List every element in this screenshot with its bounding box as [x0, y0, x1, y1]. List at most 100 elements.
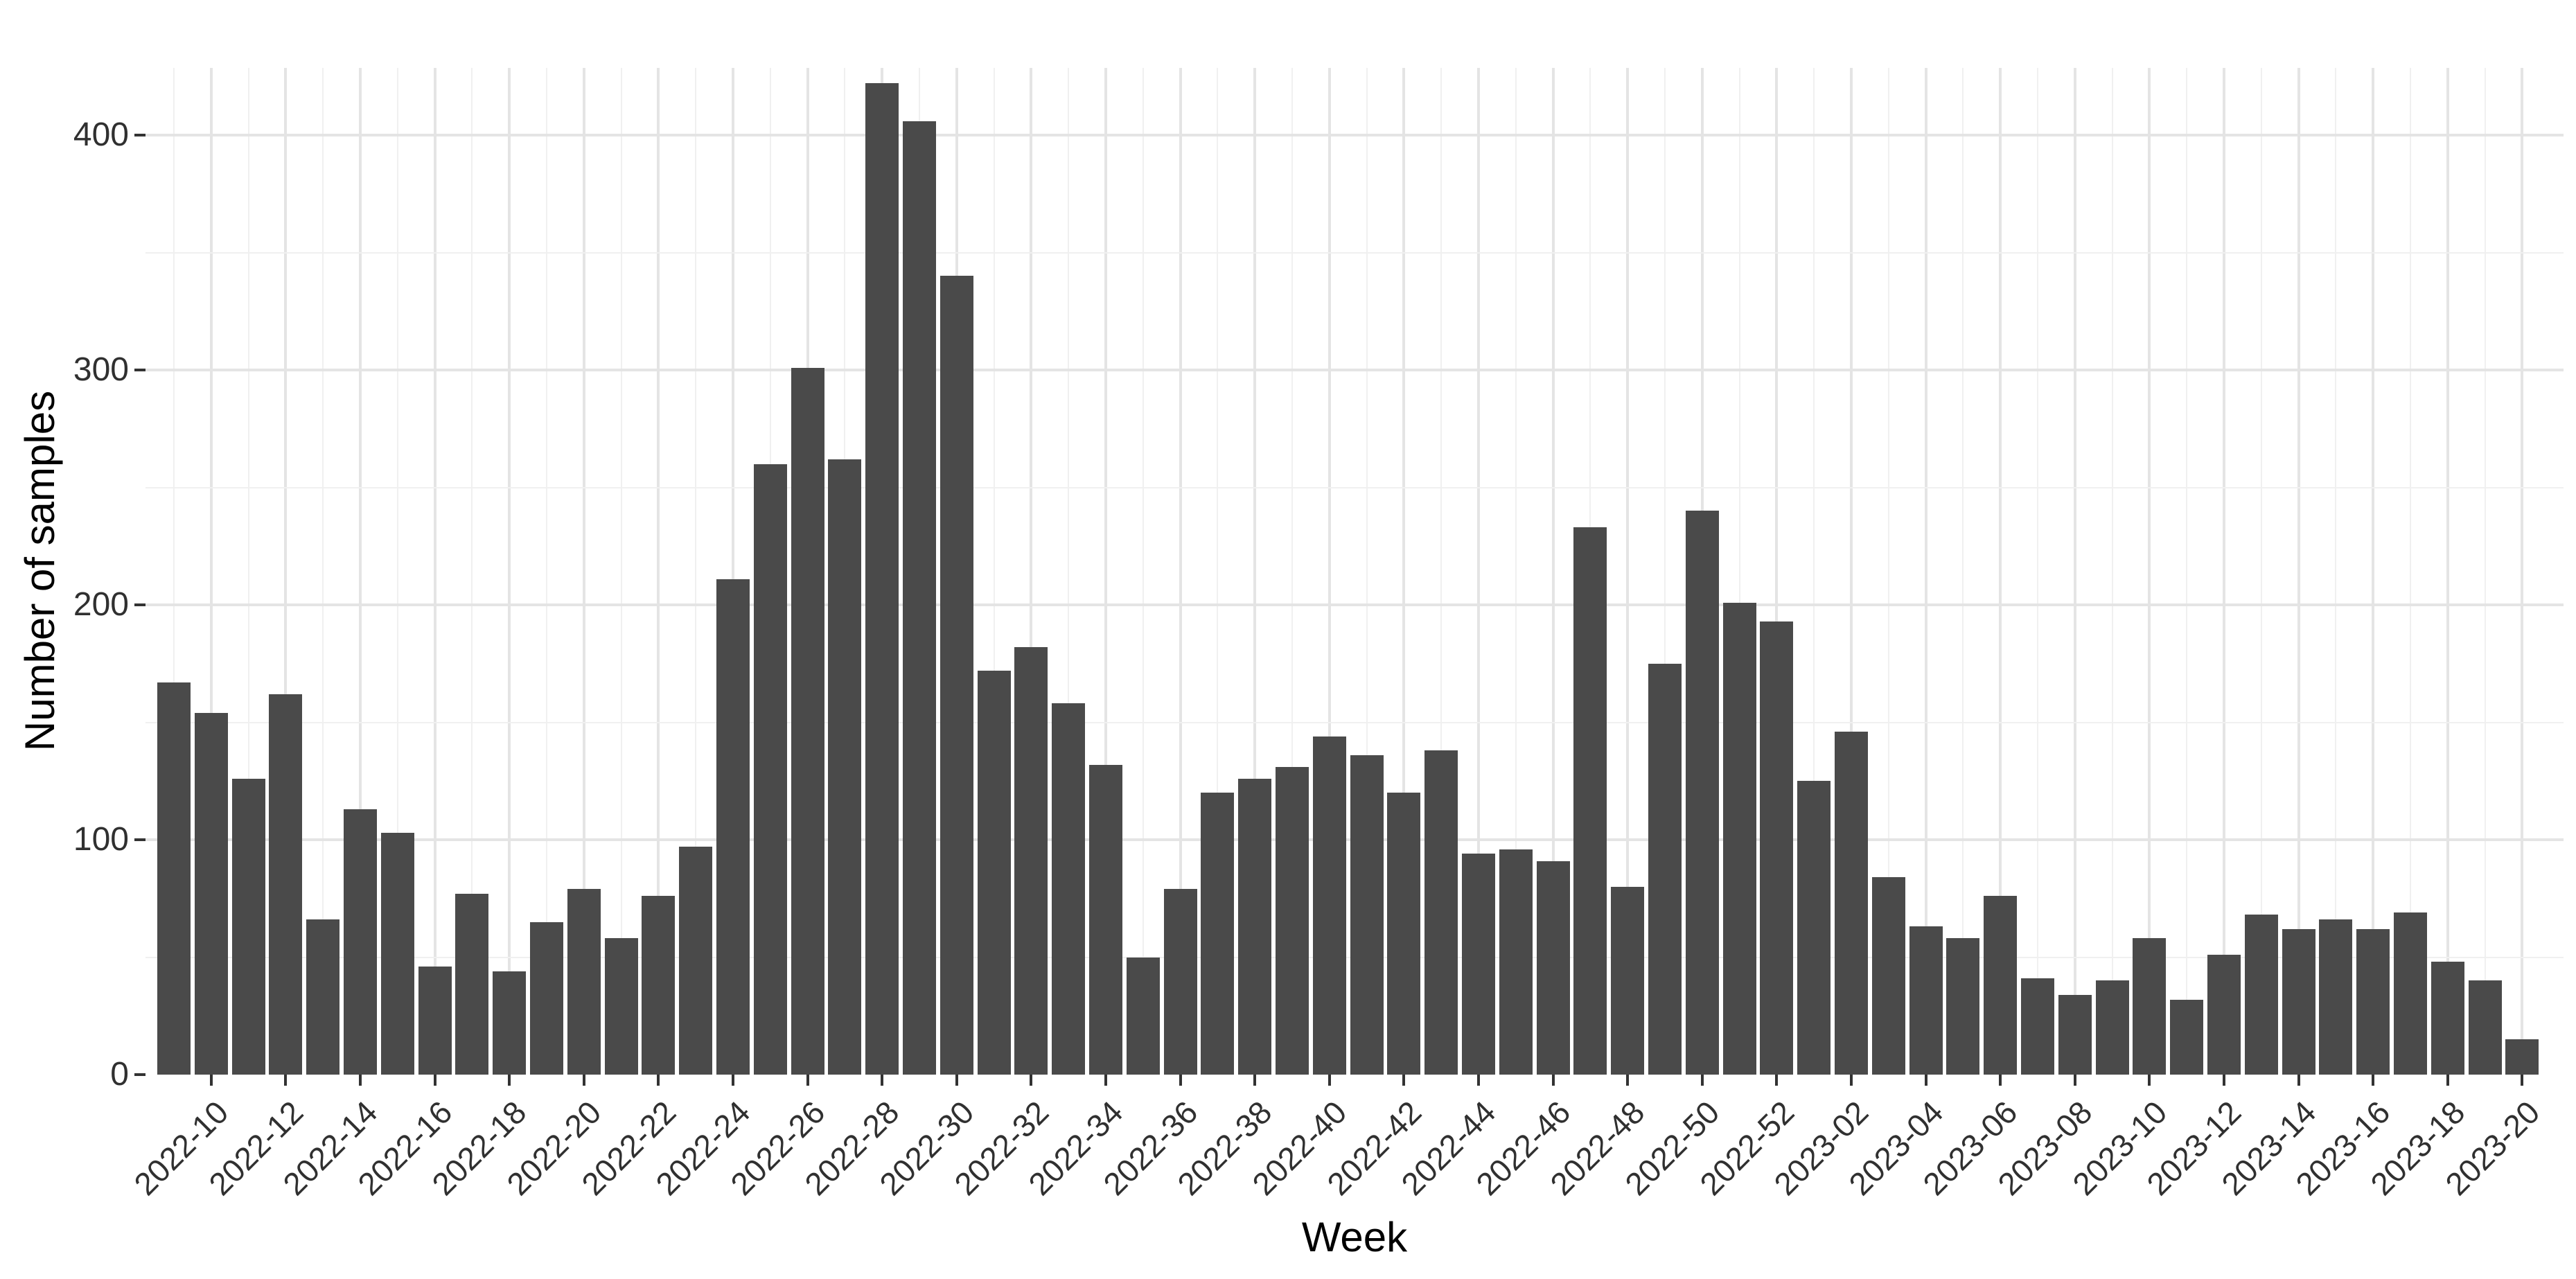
v-gridline	[2335, 68, 2337, 1075]
v-gridline	[284, 68, 288, 1075]
v-gridline	[2484, 68, 2486, 1075]
bar	[1052, 703, 1086, 1075]
v-gridline	[657, 68, 660, 1075]
v-gridline	[2372, 68, 2375, 1075]
bar	[828, 459, 862, 1075]
bar	[567, 889, 601, 1075]
h-gridline-minor	[145, 486, 2564, 488]
bar	[1462, 854, 1495, 1075]
h-gridline-minor	[145, 252, 2564, 254]
v-gridline	[1924, 68, 1927, 1075]
y-tick	[134, 1073, 145, 1076]
h-gridline-minor	[145, 721, 2564, 723]
x-tick	[582, 1075, 585, 1086]
v-gridline	[695, 68, 697, 1075]
plot-panel	[145, 68, 2564, 1075]
v-gridline	[359, 68, 362, 1075]
x-tick	[1775, 1075, 1779, 1086]
bar	[1797, 781, 1831, 1075]
v-gridline	[173, 68, 175, 1075]
v-gridline	[209, 68, 213, 1075]
bar	[679, 847, 713, 1075]
x-tick	[881, 1075, 884, 1086]
y-tick-label: 0	[110, 1056, 129, 1093]
x-tick	[1551, 1075, 1555, 1086]
x-tick	[2446, 1075, 2449, 1086]
v-gridline	[508, 68, 511, 1075]
bar	[1014, 647, 1048, 1075]
bar	[2133, 938, 2167, 1075]
y-tick	[134, 369, 145, 371]
v-gridline	[471, 68, 473, 1075]
bar	[344, 809, 377, 1075]
x-tick	[1253, 1075, 1257, 1086]
v-gridline	[1551, 68, 1555, 1075]
x-tick	[1477, 1075, 1480, 1086]
v-gridline	[2111, 68, 2113, 1075]
v-gridline	[1626, 68, 1630, 1075]
x-tick	[1850, 1075, 1853, 1086]
v-gridline	[1253, 68, 1257, 1075]
v-gridline	[247, 68, 249, 1075]
v-gridline	[1030, 68, 1033, 1075]
bar	[157, 682, 191, 1075]
v-gridline	[1402, 68, 1406, 1075]
v-gridline	[1179, 68, 1182, 1075]
x-axis-title: Week	[1301, 1214, 1408, 1260]
bar	[642, 896, 676, 1075]
v-gridline	[1440, 68, 1443, 1075]
v-gridline	[2297, 68, 2300, 1075]
v-gridline	[1291, 68, 1293, 1075]
v-gridline	[1775, 68, 1779, 1075]
bar	[380, 832, 414, 1075]
bar	[2319, 919, 2353, 1075]
v-gridline	[1962, 68, 1964, 1075]
v-gridline	[1515, 68, 1517, 1075]
bar	[716, 579, 750, 1075]
bar	[1648, 663, 1682, 1075]
v-gridline	[1217, 68, 1219, 1075]
x-tick	[1700, 1075, 1704, 1086]
bar	[1835, 732, 1868, 1075]
bar	[1871, 877, 1905, 1075]
x-tick	[1999, 1075, 2002, 1086]
bar	[1536, 861, 1570, 1075]
v-gridline	[1738, 68, 1740, 1075]
x-tick	[2073, 1075, 2076, 1086]
x-tick	[732, 1075, 734, 1086]
bar	[1201, 793, 1235, 1075]
v-gridline	[1664, 68, 1666, 1075]
y-tick	[134, 838, 145, 841]
x-tick	[806, 1075, 809, 1086]
bar	[2282, 928, 2315, 1075]
bar	[753, 464, 787, 1075]
v-gridline	[2186, 68, 2188, 1075]
bar	[1685, 511, 1719, 1075]
x-tick	[2148, 1075, 2151, 1086]
bar	[493, 971, 527, 1075]
bar	[1611, 886, 1645, 1075]
bar	[865, 83, 899, 1075]
y-tick-label: 100	[73, 821, 129, 858]
x-tick	[359, 1075, 362, 1086]
x-tick	[1626, 1075, 1630, 1086]
bar	[1163, 889, 1197, 1075]
x-tick	[2521, 1075, 2524, 1086]
bar	[1909, 926, 1943, 1075]
x-tick	[2297, 1075, 2300, 1086]
bar	[1238, 778, 1272, 1075]
bar	[1499, 849, 1533, 1075]
bar	[1276, 766, 1309, 1075]
bar	[1312, 736, 1346, 1075]
x-tick	[1179, 1075, 1182, 1086]
x-tick	[209, 1075, 213, 1086]
x-tick	[1030, 1075, 1033, 1086]
bar	[791, 367, 824, 1075]
bar	[2058, 994, 2092, 1075]
v-gridline	[2260, 68, 2262, 1075]
v-gridline	[1850, 68, 1853, 1075]
x-tick	[1924, 1075, 1927, 1086]
bar	[2505, 1039, 2539, 1075]
v-gridline	[732, 68, 734, 1075]
